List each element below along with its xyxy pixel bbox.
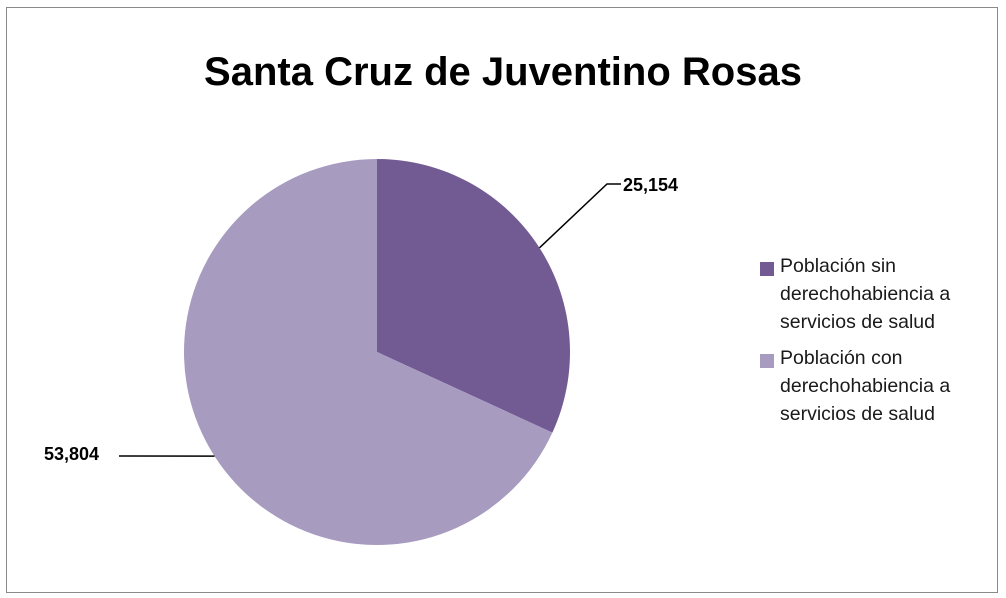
legend-item-1: Población sin derechohabiencia a servici…: [760, 252, 1000, 336]
data-label-2: 53,804: [44, 444, 99, 464]
pie-slice-1: [377, 159, 570, 433]
data-label-1: 25,154: [623, 175, 678, 195]
legend-label-2: Población con derechohabiencia a servici…: [780, 347, 951, 425]
chart-title: Santa Cruz de Juventino Rosas: [204, 50, 802, 94]
legend: Población sin derechohabiencia a servici…: [760, 252, 1000, 436]
leader-line-1: [538, 183, 621, 249]
legend-label-1: Población sin derechohabiencia a servici…: [780, 255, 951, 333]
pie-slice-2: [183, 159, 553, 545]
legend-swatch-2: [760, 354, 774, 368]
chart-area: Santa Cruz de Juventino Rosas 25,154 53,8…: [6, 7, 998, 593]
pie-chart: 25,154 53,804: [44, 159, 678, 545]
legend-item-2: Población con derechohabiencia a servici…: [760, 344, 1000, 428]
legend-swatch-1: [760, 262, 774, 276]
